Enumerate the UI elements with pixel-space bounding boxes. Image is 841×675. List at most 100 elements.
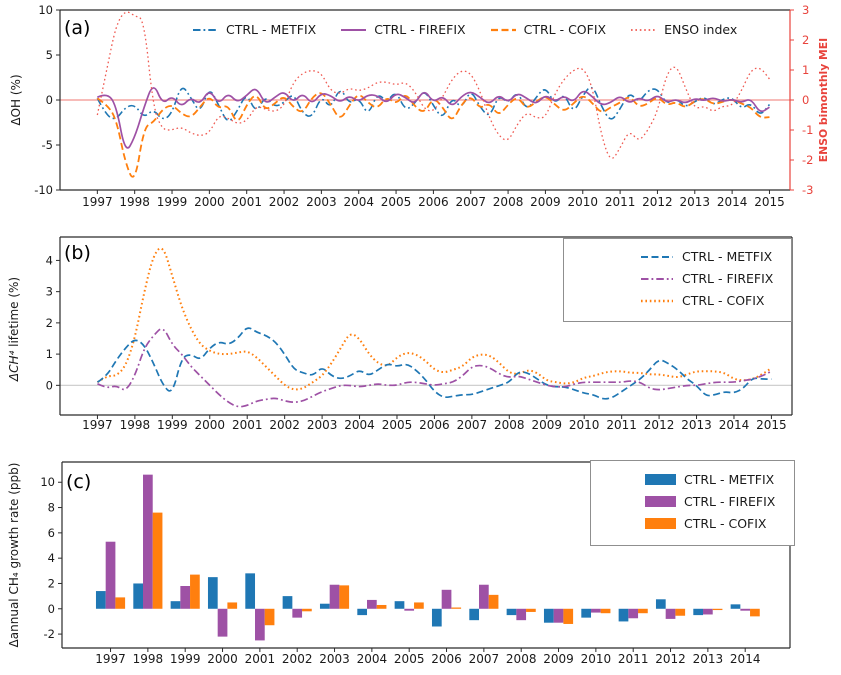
panel-b-chart: 1997 1998 1999 2000 2001 2002 2003 2004 2005 2006… [0, 225, 841, 452]
x-tick-label: 2004 [344, 418, 375, 432]
right-axis-label: ENSO bimonthly MEI [817, 38, 830, 162]
right-tick-label: 1 [802, 63, 809, 77]
x-tick-label: 2000 [194, 195, 225, 209]
bar-ctrl-metfix-1998 [133, 583, 144, 609]
y-tick-label: -5 [42, 138, 53, 152]
x-tick-label: 2012 [642, 195, 673, 209]
x-tick-label: 2006 [431, 652, 462, 666]
series-ctrl-metfix [96, 86, 771, 122]
x-tick-label: 2006 [418, 195, 449, 209]
y-tick-label: 8 [48, 501, 55, 515]
panel-tag: (a) [64, 17, 90, 39]
bar-ctrl-metfix-2007 [469, 608, 480, 621]
x-tick-label: 2001 [232, 418, 263, 432]
y-tick-label: 10 [40, 475, 55, 489]
x-tick-label: 2001 [245, 652, 276, 666]
legend-patch-icon [645, 496, 676, 507]
bar-ctrl-firefix-2002 [292, 608, 303, 618]
bar-ctrl-metfix-2014 [730, 604, 741, 609]
legend-item-ctrl-firefix: CTRL - FIREFIX [640, 271, 791, 286]
bar-ctrl-cofix-2011 [638, 608, 648, 614]
y-tick-label: 0 [46, 93, 53, 107]
bar-ctrl-cofix-2003 [339, 585, 350, 609]
legend: CTRL - METFIX CTRL - FIREFIX CTRL - COFIX E… [192, 22, 737, 37]
bar-ctrl-cofix-2010 [600, 608, 611, 614]
panel-tag: (c) [66, 471, 91, 493]
bar-ctrl-metfix-2003 [319, 603, 330, 609]
bar-ctrl-metfix-2000 [207, 577, 218, 609]
right-tick-label: -1 [802, 123, 813, 137]
bar-ctrl-metfix-1999 [170, 601, 181, 609]
bar-ctrl-metfix-1997 [95, 591, 106, 609]
x-tick-label: 2009 [543, 652, 574, 666]
bar-ctrl-metfix-2002 [282, 596, 293, 609]
y-axis-label: ΔCH⁴ lifetime (%) [7, 277, 21, 382]
x-tick-label: 1998 [120, 418, 151, 432]
bar-ctrl-firefix-2005 [404, 608, 415, 611]
x-tick-label: 1997 [95, 652, 126, 666]
bar-ctrl-metfix-2012 [655, 599, 666, 609]
legend-item-ctrl-firefix: CTRL - FIREFIX [340, 22, 466, 37]
x-tick-label: 2009 [530, 195, 561, 209]
x-tick-label: 2013 [680, 195, 711, 209]
legend-item-enso-index: ENSO index [630, 22, 737, 37]
legend-line-sample-icon [641, 277, 673, 280]
x-tick-label: 2008 [506, 652, 537, 666]
series-ctrl-metfix [96, 327, 772, 400]
bar-ctrl-firefix-2003 [329, 584, 340, 609]
legend-item-ctrl-firefix: CTRL - FIREFIX [645, 494, 794, 509]
x-tick-label: 2011 [618, 652, 649, 666]
legend-line-sample-icon [490, 28, 516, 31]
x-tick-label: 2003 [307, 418, 338, 432]
bar-ctrl-firefix-1999 [180, 586, 191, 609]
panel-a-chart: 1997 1998 1999 2000 2001 2002 2003 2004 2005 2006… [0, 0, 841, 225]
panel-a-plot: 1997 1998 1999 2000 2001 2002 2003 2004 2005 2006… [9, 3, 830, 209]
bar-ctrl-cofix-2007 [488, 594, 499, 609]
y-tick-label: 4 [48, 551, 55, 565]
legend-label: CTRL - COFIX [684, 516, 767, 531]
x-tick-label: 2010 [567, 195, 598, 209]
panel-tag: (b) [64, 242, 91, 264]
legend-line-sample-icon [641, 299, 673, 302]
x-tick-label: 1998 [133, 652, 164, 666]
x-tick-label: 2008 [494, 418, 525, 432]
bar-ctrl-cofix-2008 [526, 608, 536, 612]
legend-item-ctrl-cofix: CTRL - COFIX [640, 293, 791, 308]
bar-ctrl-firefix-2009 [553, 608, 564, 623]
x-tick-label: 2010 [581, 652, 612, 666]
bar-ctrl-firefix-2007 [479, 584, 489, 609]
bar-ctrl-firefix-2006 [441, 589, 452, 609]
bar-ctrl-firefix-2001 [255, 608, 265, 641]
x-tick-label: 2005 [394, 652, 425, 666]
panel-b-plot: 1997 1998 1999 2000 2001 2002 2003 2004 2005 2006… [7, 236, 793, 432]
legend-line-sample-icon [631, 28, 657, 31]
x-tick-label: 2008 [493, 195, 524, 209]
bar-ctrl-firefix-2014 [740, 608, 751, 611]
bar-ctrl-firefix-2011 [628, 608, 639, 619]
y-tick-label: 6 [48, 526, 55, 540]
series-ctrl-cofix [96, 247, 772, 391]
x-tick-label: 2012 [655, 652, 686, 666]
legend-label: CTRL - COFIX [523, 22, 607, 37]
x-tick-label: 2003 [319, 652, 350, 666]
bar-ctrl-cofix-2000 [227, 602, 238, 609]
bar-ctrl-firefix-2013 [703, 608, 713, 615]
legend-patch-icon [645, 518, 676, 529]
x-tick-label: 2012 [644, 418, 675, 432]
bar-ctrl-cofix-2014 [750, 608, 760, 617]
bar-ctrl-cofix-2004 [376, 604, 387, 609]
legend-item-ctrl-cofix: CTRL - COFIX [645, 516, 794, 531]
legend: CTRL - METFIX CTRL - FIREFIX CTRL - COFIX [590, 460, 795, 546]
x-tick-label: 2002 [269, 418, 300, 432]
right-tick-label: 0 [802, 93, 809, 107]
series-enso-index [96, 11, 770, 159]
legend-line-sample-icon [193, 28, 218, 31]
right-tick-label: 3 [802, 3, 809, 17]
right-tick-label: 2 [802, 33, 809, 47]
series-ctrl-cofix [96, 92, 770, 178]
series-ctrl-firefix [96, 87, 770, 149]
x-tick-label: 2006 [419, 418, 450, 432]
bar-ctrl-firefix-1997 [105, 541, 116, 609]
x-tick-label: 2013 [681, 418, 712, 432]
x-tick-label: 2011 [605, 195, 636, 209]
